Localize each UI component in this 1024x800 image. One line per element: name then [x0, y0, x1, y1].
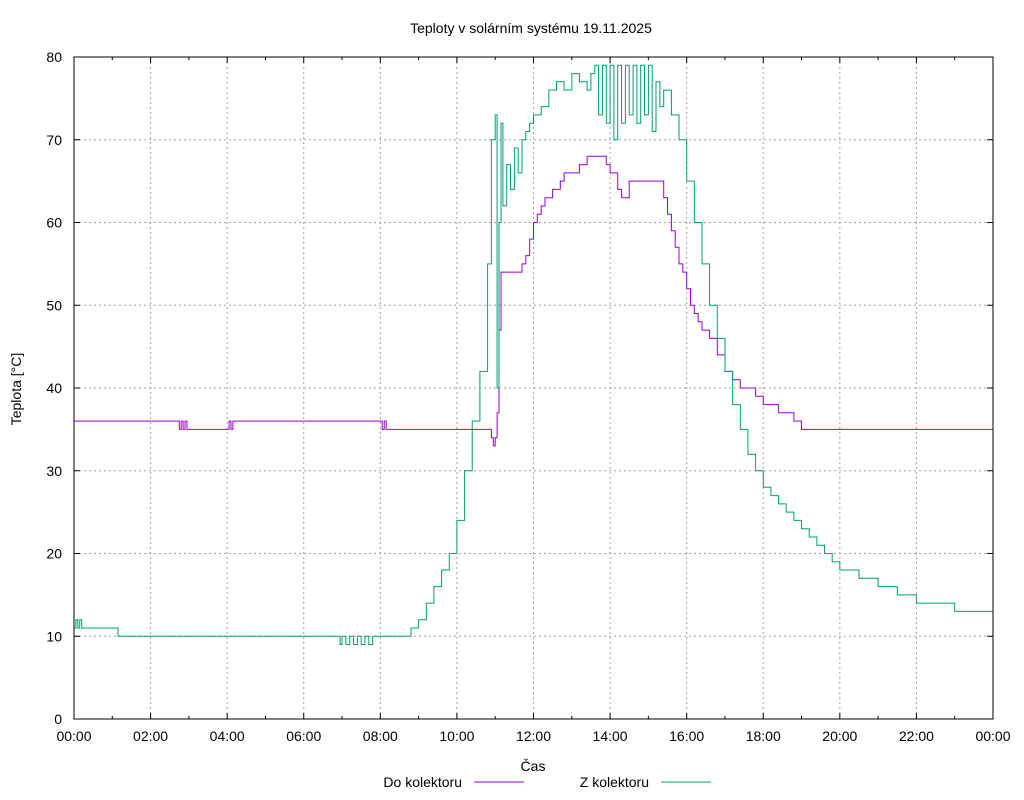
- y-tick-label: 0: [54, 711, 62, 727]
- x-tick-label: 16:00: [669, 728, 704, 744]
- x-tick-label: 02:00: [133, 728, 168, 744]
- legend: Do kolektoru Z kolektoru: [383, 774, 711, 790]
- legend-label-z-kolektoru: Z kolektoru: [580, 774, 649, 790]
- x-tick-label: 00:00: [56, 728, 91, 744]
- x-tick-label: 14:00: [593, 728, 628, 744]
- y-axis-label: Teplota [°C]: [8, 353, 24, 426]
- y-tick-label: 50: [46, 297, 62, 313]
- x-tick-label: 18:00: [746, 728, 781, 744]
- x-tick-label: 10:00: [439, 728, 474, 744]
- y-tick-label: 70: [46, 132, 62, 148]
- grid-lines: [74, 57, 993, 719]
- chart-title: Teploty v solárním systému 19.11.2025: [410, 20, 652, 36]
- x-tick-label: 06:00: [286, 728, 321, 744]
- y-tick-label: 30: [46, 463, 62, 479]
- series-lines: [74, 64, 994, 645]
- y-tick-label: 10: [46, 628, 62, 644]
- series-line-z-kolektoru: [74, 64, 994, 645]
- x-axis-label: Čas: [521, 758, 546, 774]
- y-tick-label: 60: [46, 215, 62, 231]
- x-tick-label: 00:00: [975, 728, 1010, 744]
- x-tick-label: 20:00: [822, 728, 857, 744]
- x-tick-label: 22:00: [899, 728, 934, 744]
- x-tick-label: 12:00: [516, 728, 551, 744]
- series-line-do-kolektoru: [74, 155, 993, 447]
- legend-label-do-kolektoru: Do kolektoru: [383, 774, 462, 790]
- y-axis-ticks: 0 10 20 30 40 50 60 70 80: [46, 49, 993, 727]
- y-tick-label: 80: [46, 49, 62, 65]
- x-axis-ticks: 00:00 02:00 04:00 06:00 08:00 10:00 12:00 14:00…: [56, 57, 1011, 744]
- y-tick-label: 20: [46, 546, 62, 562]
- x-tick-label: 04:00: [210, 728, 245, 744]
- y-tick-label: 40: [46, 380, 62, 396]
- x-tick-label: 08:00: [363, 728, 398, 744]
